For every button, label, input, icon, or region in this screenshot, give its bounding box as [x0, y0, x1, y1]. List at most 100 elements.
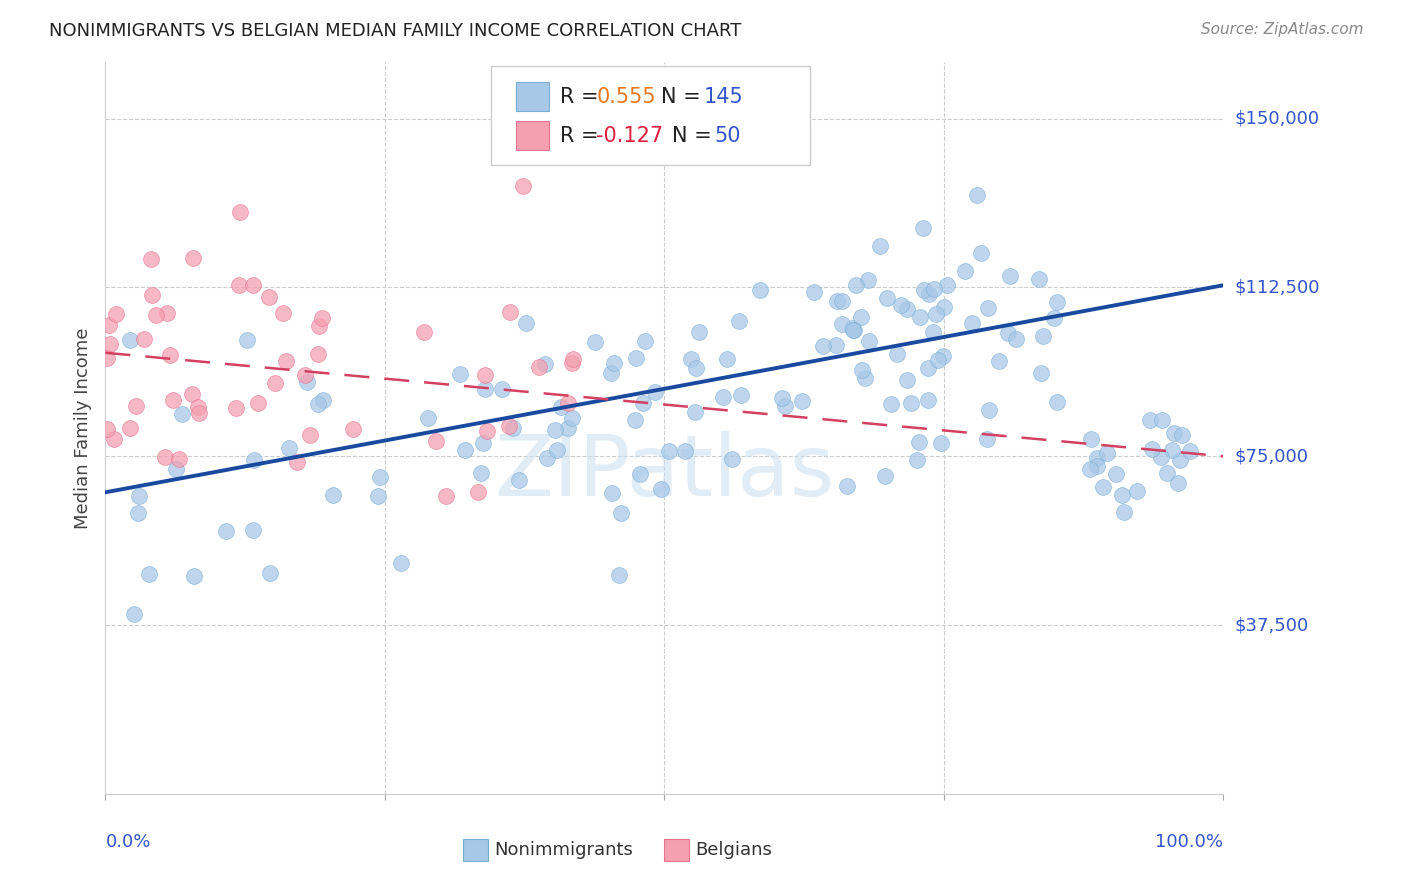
Text: 50: 50	[714, 126, 741, 145]
Point	[1085, 458, 1108, 473]
Point	[502, 421, 524, 435]
Point	[1092, 480, 1115, 494]
Point	[609, 506, 631, 520]
Point	[977, 301, 1000, 315]
Point	[413, 325, 436, 339]
Point	[905, 453, 928, 467]
Point	[853, 371, 876, 385]
Point	[1029, 366, 1052, 380]
Text: $112,500: $112,500	[1234, 278, 1320, 296]
Point	[917, 393, 939, 408]
Point	[1178, 444, 1201, 458]
Point	[1150, 413, 1173, 427]
Point	[918, 286, 941, 301]
Point	[1125, 483, 1147, 498]
Point	[1168, 452, 1191, 467]
Point	[229, 205, 252, 219]
Point	[921, 325, 943, 339]
Point	[562, 352, 585, 367]
Point	[841, 320, 863, 334]
Point	[907, 434, 929, 449]
Point	[228, 278, 250, 293]
Point	[498, 419, 520, 434]
Point	[285, 455, 308, 469]
Point	[825, 338, 848, 352]
Text: Belgians: Belgians	[696, 841, 772, 859]
Point	[749, 283, 772, 297]
Point	[842, 323, 865, 337]
Point	[127, 506, 149, 520]
Point	[1028, 272, 1050, 286]
Point	[960, 316, 983, 330]
Y-axis label: Median Family Income: Median Family Income	[73, 327, 91, 529]
Text: -0.127: -0.127	[596, 126, 664, 145]
Point	[869, 239, 891, 253]
Point	[475, 424, 498, 438]
Point	[96, 422, 118, 436]
Point	[603, 356, 626, 370]
Point	[688, 325, 710, 339]
Point	[1095, 446, 1118, 460]
Point	[925, 307, 948, 321]
Point	[557, 421, 579, 435]
Point	[307, 346, 329, 360]
Text: ZIPatlas: ZIPatlas	[494, 431, 835, 514]
Point	[1032, 329, 1054, 343]
Point	[1046, 395, 1069, 409]
Point	[650, 482, 672, 496]
Point	[418, 410, 440, 425]
Point	[491, 383, 513, 397]
Point	[626, 351, 648, 366]
Point	[634, 334, 657, 348]
Point	[845, 277, 868, 292]
Point	[835, 479, 858, 493]
Text: N =: N =	[661, 87, 707, 107]
Point	[243, 452, 266, 467]
Point	[1080, 462, 1102, 476]
Point	[1139, 413, 1161, 427]
Point	[1080, 432, 1102, 446]
Point	[896, 373, 918, 387]
Point	[156, 306, 179, 320]
Point	[900, 396, 922, 410]
Point	[536, 451, 558, 466]
Point	[342, 422, 364, 436]
Point	[98, 336, 121, 351]
Point	[215, 524, 238, 538]
Point	[98, 318, 121, 332]
Point	[470, 466, 492, 480]
Point	[557, 395, 579, 409]
Point	[180, 386, 202, 401]
Point	[683, 405, 706, 419]
Point	[183, 569, 205, 583]
Point	[124, 607, 146, 621]
Point	[271, 305, 294, 319]
Point	[831, 294, 853, 309]
Point	[970, 246, 993, 260]
Point	[851, 362, 873, 376]
Point	[96, 351, 118, 366]
Point	[1167, 475, 1189, 490]
Point	[515, 316, 537, 330]
Point	[170, 407, 193, 421]
Point	[120, 333, 142, 347]
Point	[274, 353, 297, 368]
Point	[499, 305, 522, 319]
Point	[966, 187, 988, 202]
Point	[730, 388, 752, 402]
Point	[953, 264, 976, 278]
Point	[803, 285, 825, 300]
Point	[929, 436, 952, 450]
Point	[236, 334, 259, 348]
Point	[162, 392, 184, 407]
Point	[124, 399, 146, 413]
Point	[1105, 467, 1128, 481]
Point	[681, 351, 703, 366]
Point	[277, 441, 299, 455]
Point	[976, 432, 998, 446]
Point	[167, 452, 190, 467]
Text: 100.0%: 100.0%	[1156, 833, 1223, 851]
Point	[1171, 428, 1194, 442]
Bar	[516, 121, 550, 150]
Point	[308, 319, 330, 334]
